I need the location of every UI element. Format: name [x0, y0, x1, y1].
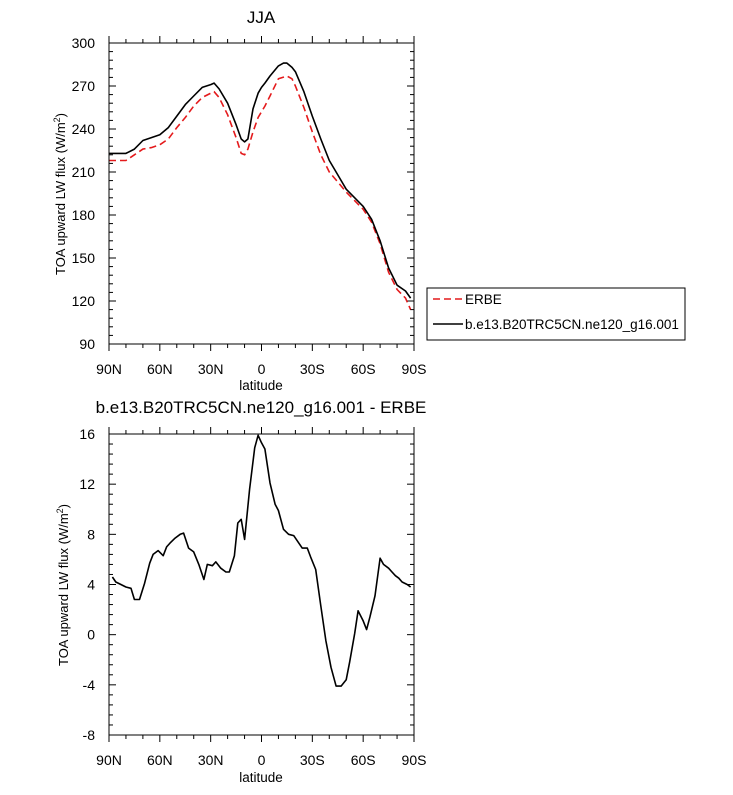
- bottom-y-tick-labels: -8 -4 0 4 8 12 16: [79, 426, 95, 743]
- top-series-line-erbe: [109, 75, 412, 310]
- top-panel: JJA 90 120 150 180 210 240 270 300 90N 60N 30N 0 30…: [52, 8, 686, 393]
- bottom-y-axis-label: TOA upward LW flux (W/m2): [55, 504, 71, 666]
- top-y-tick-label: 150: [72, 250, 96, 266]
- legend-label-erbe: ERBE: [465, 292, 502, 307]
- bottom-y-tick-label: 16: [79, 426, 95, 442]
- top-x-tick-label: 30S: [300, 361, 325, 377]
- top-x-tick-labels: 90N 60N 30N 0 30S 60S 90S: [96, 361, 426, 377]
- top-x-tick-label: 30N: [198, 361, 224, 377]
- top-axis-ticks: [108, 36, 415, 351]
- bottom-y-axis-label-main: TOA upward LW flux (W/m: [56, 513, 71, 666]
- top-series-group: [109, 62, 412, 310]
- top-y-tick-label: 270: [72, 78, 96, 94]
- bottom-x-tick-label: 0: [258, 752, 266, 768]
- top-plot-frame: [108, 42, 415, 345]
- top-y-tick-label: 90: [79, 336, 95, 352]
- bottom-panel: b.e13.B20TRC5CN.ne120_g16.001 - ERBE -8-…: [55, 398, 426, 785]
- bottom-y-tick-label: 12: [79, 476, 95, 492]
- bottom-y-axis-label-sup: 2: [55, 508, 65, 513]
- legend-box: [426, 287, 686, 341]
- bottom-y-tick-label: -8: [83, 727, 96, 743]
- bottom-x-axis-label: latitude: [239, 770, 283, 785]
- top-x-tick-label: 60N: [147, 361, 173, 377]
- top-x-tick-label: 0: [258, 361, 266, 377]
- bottom-x-tick-label: 60N: [147, 752, 173, 768]
- bottom-y-tick-label: 8: [87, 526, 95, 542]
- top-y-tick-label: 210: [72, 164, 96, 180]
- top-y-axis-label-sup: 2: [52, 117, 62, 122]
- legend-label-model: b.e13.B20TRC5CN.ne120_g16.001: [465, 317, 679, 332]
- legend: ERBE b.e13.B20TRC5CN.ne120_g16.001: [426, 287, 686, 341]
- bottom-series-line-difference: [111, 434, 412, 687]
- bottom-plot-frame: [108, 433, 415, 736]
- top-x-tick-label: 90S: [402, 361, 427, 377]
- top-x-tick-label: 90N: [96, 361, 122, 377]
- top-y-tick-label: 180: [72, 207, 96, 223]
- top-x-tick-label: 60S: [351, 361, 376, 377]
- top-y-axis-label: TOA upward LW flux (W/m2): [52, 113, 68, 275]
- top-chart-title: JJA: [247, 8, 276, 27]
- bottom-x-tick-label: 30S: [300, 752, 325, 768]
- bottom-y-tick-label: -4: [83, 677, 96, 693]
- bottom-y-tick-label: 4: [87, 577, 95, 593]
- bottom-y-axis-label-end: ): [56, 504, 71, 508]
- top-y-tick-label: 240: [72, 121, 96, 137]
- bottom-x-tick-label: 90S: [402, 752, 427, 768]
- top-x-axis-label: latitude: [239, 378, 283, 393]
- top-y-tick-labels: 90 120 150 180 210 240 270 300: [72, 35, 96, 352]
- bottom-chart-title: b.e13.B20TRC5CN.ne120_g16.001 - ERBE: [96, 398, 427, 417]
- bottom-series-group: [111, 434, 412, 687]
- top-y-axis-label-end: ): [53, 113, 68, 117]
- bottom-y-tick-label: 0: [87, 627, 95, 643]
- top-y-tick-label: 300: [72, 35, 96, 51]
- bottom-x-tick-labels: 90N 60N 30N 0 30S 60S 90S: [96, 752, 426, 768]
- bottom-axis-ticks: [108, 427, 415, 742]
- bottom-x-tick-label: 30N: [198, 752, 224, 768]
- bottom-x-tick-label: 60S: [351, 752, 376, 768]
- top-series-line-model: [109, 62, 412, 299]
- top-y-axis-label-main: TOA upward LW flux (W/m: [53, 122, 68, 275]
- top-y-tick-label: 120: [72, 293, 96, 309]
- bottom-x-tick-label: 90N: [96, 752, 122, 768]
